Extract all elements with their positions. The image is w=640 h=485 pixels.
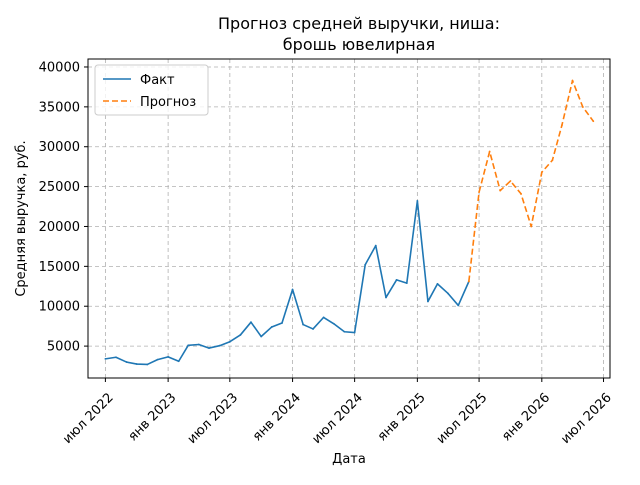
data-point-forecast: [561, 124, 563, 127]
data-point-fact: [156, 358, 159, 361]
legend-label-forecast: Прогноз: [140, 95, 196, 110]
data-point-fact: [177, 360, 180, 363]
data-point-fact: [281, 322, 283, 324]
data-point-fact: [395, 279, 398, 281]
x-axis-label: Дата: [332, 452, 366, 467]
series-layer: [104, 79, 595, 366]
data-point-forecast: [592, 120, 595, 123]
plot-frame: [87, 58, 611, 379]
data-point-fact: [302, 323, 305, 326]
data-point-fact: [343, 330, 346, 333]
data-point-fact: [291, 288, 294, 291]
data-point-fact: [436, 282, 439, 285]
chart-legend: Факт Прогноз: [94, 64, 209, 116]
data-point-forecast: [540, 171, 543, 174]
y-tick-label: 40000: [39, 60, 80, 75]
data-point-fact: [260, 335, 263, 338]
y-tick-label: 20000: [39, 220, 80, 235]
data-point-forecast: [478, 191, 480, 194]
y-tick-label: 10000: [39, 300, 80, 315]
data-point-fact: [374, 244, 377, 247]
data-point-forecast: [488, 150, 491, 153]
data-point-fact: [239, 334, 242, 336]
data-point-forecast: [499, 189, 502, 192]
data-point-fact: [115, 356, 117, 359]
data-point-forecast: [509, 180, 512, 182]
y-axis-label: Средняя выручка, руб.: [14, 140, 29, 296]
data-point-fact: [322, 316, 325, 319]
data-point-forecast: [581, 105, 584, 108]
chart-title-line-1: Прогноз средней выручки, ниша:: [218, 14, 500, 33]
data-point-fact: [427, 300, 429, 303]
data-point-fact: [332, 322, 335, 325]
data-point-fact: [187, 344, 190, 347]
data-point-fact: [146, 363, 149, 366]
legend-box: [94, 64, 209, 116]
legend-label-fact: Факт: [140, 73, 175, 88]
data-point-forecast: [551, 159, 554, 162]
data-point-fact: [218, 344, 221, 347]
data-point-forecast: [467, 280, 470, 283]
data-point-fact: [457, 304, 460, 307]
y-tick-label: 35000: [39, 100, 80, 115]
data-point-fact: [353, 331, 356, 334]
data-point-forecast: [530, 225, 533, 228]
data-point-fact: [197, 343, 200, 346]
data-point-fact: [385, 296, 387, 299]
data-point-fact: [167, 355, 170, 358]
data-point-fact: [312, 328, 314, 330]
series-line-fact: [105, 200, 470, 366]
y-tick-label: 15000: [39, 260, 80, 275]
data-point-fact: [416, 200, 419, 202]
data-point-fact: [364, 263, 367, 266]
data-point-forecast: [571, 79, 574, 82]
data-point-fact: [228, 340, 231, 343]
data-point-fact: [447, 292, 449, 295]
chart-title-line-2: брошь ювелирная: [283, 35, 435, 54]
data-point-fact: [208, 347, 210, 349]
data-point-fact: [125, 361, 128, 363]
y-tick-label: 30000: [39, 140, 80, 155]
data-point-fact: [104, 357, 107, 360]
data-point-fact: [135, 363, 138, 365]
data-point-forecast: [520, 192, 522, 195]
y-tick-label: 5000: [47, 340, 80, 355]
data-point-fact: [405, 282, 408, 284]
data-point-fact: [270, 326, 273, 328]
data-point-fact: [250, 321, 252, 324]
y-tick-label: 25000: [39, 180, 80, 195]
